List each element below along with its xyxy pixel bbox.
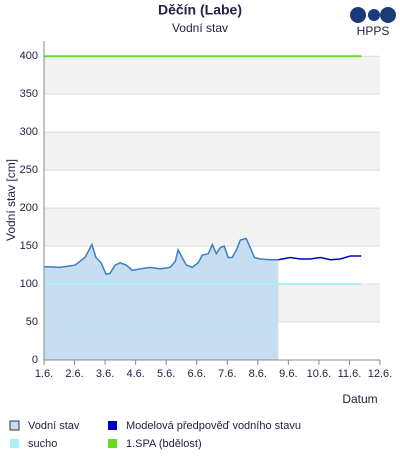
grid-band (44, 56, 380, 95)
chart-subtitle: Vodní stav (172, 21, 228, 35)
legend-label: Modelová předpověď vodního stavu (126, 420, 301, 432)
grid-band (44, 208, 380, 247)
logo: HPPS (350, 7, 396, 38)
x-tick-label: 10.6. (307, 368, 331, 380)
y-tick-label: 200 (20, 202, 38, 214)
y-tick-label: 150 (20, 240, 38, 252)
logo-dot (368, 9, 380, 21)
x-tick-label: 4.6. (126, 368, 144, 380)
legend-swatch (108, 439, 117, 448)
x-tick-label: 8.6. (249, 368, 267, 380)
y-tick-label: 300 (20, 126, 38, 138)
legend-label: 1.SPA (bdělost) (126, 438, 202, 450)
logo-dot (350, 7, 366, 23)
y-tick-label: 250 (20, 164, 38, 176)
y-tick-label: 100 (20, 278, 38, 290)
logo-dot (380, 7, 396, 23)
line (278, 255, 362, 261)
x-tick-label: 11.6. (338, 368, 362, 380)
y-tick-label: 0 (32, 354, 38, 366)
legend-label: sucho (28, 438, 57, 450)
y-tick-label: 350 (20, 88, 38, 100)
legend-swatch (10, 439, 19, 448)
y-tick-label: 50 (26, 316, 38, 328)
y-axis-label: Vodní stav [cm] (4, 159, 18, 241)
x-tick-label: 6.6. (188, 368, 206, 380)
x-tick-label: 7.6. (218, 368, 236, 380)
y-tick-label: 400 (20, 50, 38, 62)
legend-swatch (9, 420, 20, 431)
x-tick-label: 12.6. (368, 368, 392, 380)
x-tick-label: 2.6. (65, 368, 83, 380)
area (44, 238, 279, 360)
chart-title: Děčín (Labe) (158, 2, 242, 18)
x-tick-label: 9.6. (279, 368, 297, 380)
logo-text: HPPS (357, 24, 390, 38)
legend-label: Vodní stav (28, 420, 80, 432)
x-tick-label: 1.6. (35, 368, 53, 380)
x-tick-label: 5.6. (157, 368, 175, 380)
line (43, 237, 279, 276)
x-axis-label: Datum (342, 392, 377, 406)
legend-swatch (108, 421, 117, 430)
grid-band (44, 132, 380, 171)
x-tick-label: 3.6. (96, 368, 114, 380)
